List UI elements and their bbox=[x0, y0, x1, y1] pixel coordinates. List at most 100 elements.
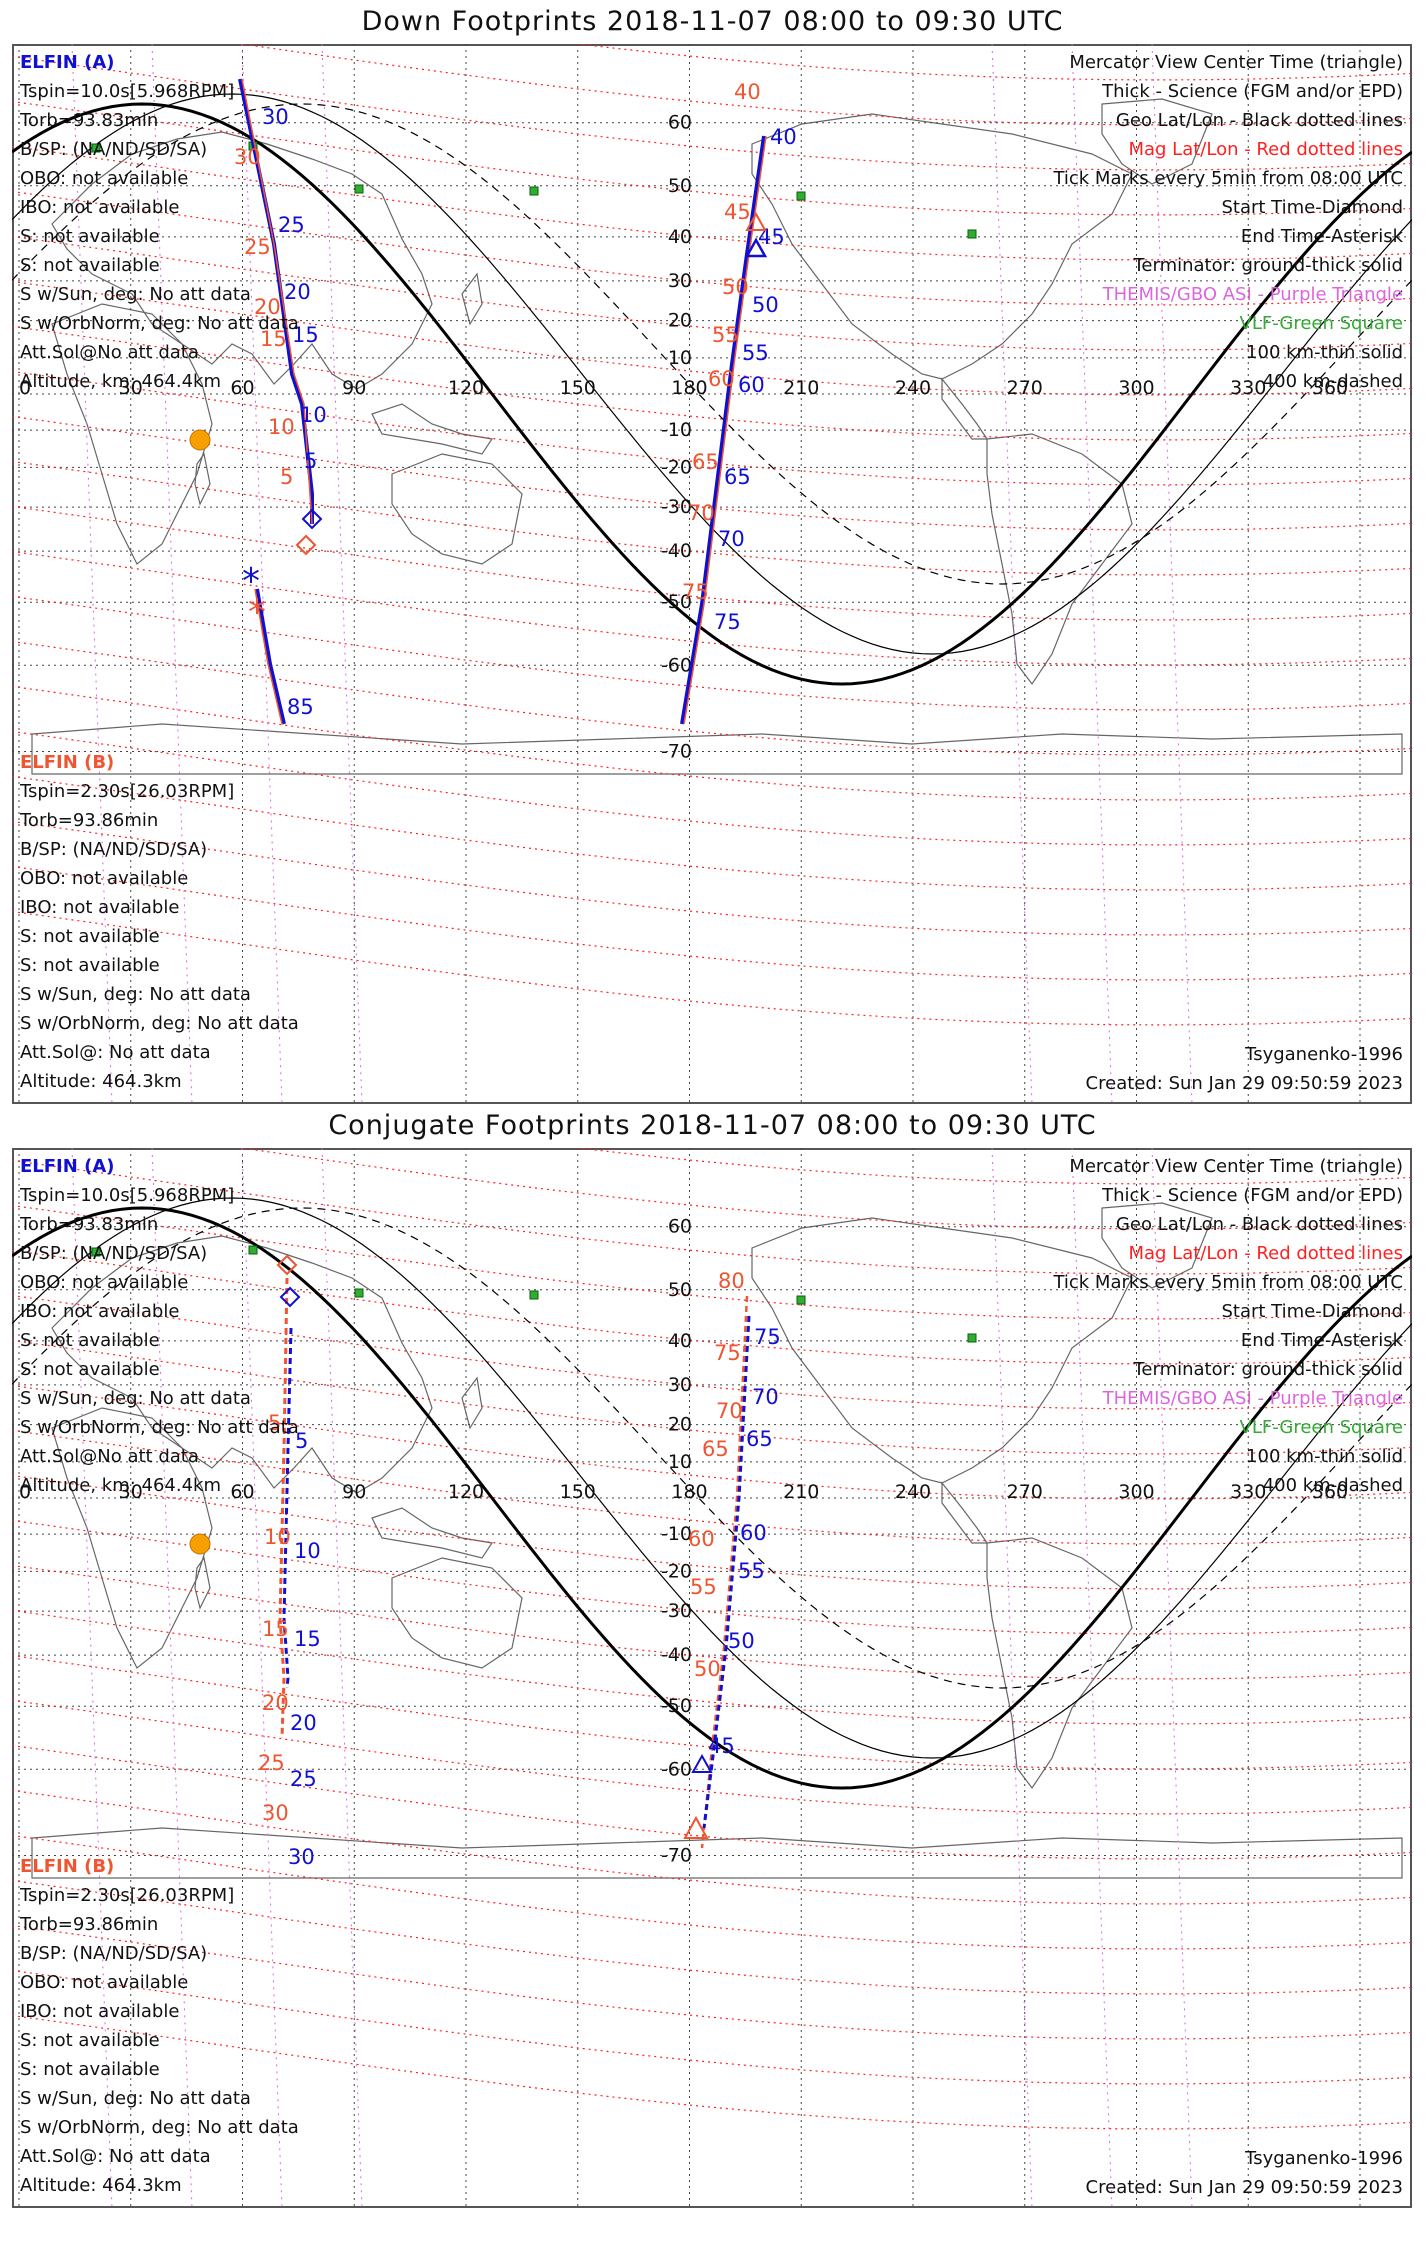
sun-marker bbox=[189, 1533, 211, 1555]
elfin-b-tick-label: 50 bbox=[694, 1657, 721, 1681]
elfin-a-tick-label: 5 bbox=[295, 1429, 308, 1453]
elfin-b-torb: Torb=93.86min bbox=[20, 810, 159, 831]
lat-tick-label: -20 bbox=[661, 456, 692, 478]
mag-parallel bbox=[12, 370, 1412, 486]
created-label-conj: Created: Sun Jan 29 09:50:59 2023 bbox=[1085, 2177, 1403, 2198]
mag-parallel bbox=[12, 1294, 1412, 1410]
elfin-a-s1: S: not available bbox=[20, 226, 160, 247]
mag-parallel bbox=[12, 2014, 1412, 2130]
lon-tick-label: 30 bbox=[119, 377, 143, 399]
elfin-b-tick-label: 25 bbox=[258, 1751, 285, 1775]
center-time-triangle-b bbox=[683, 1815, 709, 1839]
legend-l6: Start Time-Diamond bbox=[1221, 1301, 1403, 1322]
mag-parallel bbox=[12, 415, 1412, 531]
elfin-b-sun: S w/Sun, deg: No att data bbox=[20, 2088, 251, 2109]
elfin-a-tick-label: 85 bbox=[287, 695, 314, 719]
elfin-a-s2: S: not available bbox=[20, 1359, 160, 1380]
elfin-b-bsp: B/SP: (NA/ND/SD/SA) bbox=[20, 839, 208, 860]
elfin-b-name: ELFIN (B) bbox=[20, 1856, 115, 1877]
elfin-b-track-left bbox=[278, 1277, 289, 1739]
mag-parallel bbox=[12, 145, 1412, 261]
elfin-a-track-left-south bbox=[255, 588, 286, 725]
lat-tick-label: 60 bbox=[668, 112, 692, 134]
lat-tick-label: -20 bbox=[661, 1560, 692, 1582]
elfin-a-tick-label: 25 bbox=[278, 213, 305, 237]
elfin-b-track-right bbox=[700, 1295, 749, 1849]
elfin-b-tick-label: 65 bbox=[692, 450, 719, 474]
elfin-a-tick-label: 75 bbox=[714, 610, 741, 634]
elfin-a-tick-label: 55 bbox=[742, 341, 769, 365]
elfin-b-tick-label: 5 bbox=[268, 1411, 281, 1435]
legend-l2: Thick - Science (FGM and/or EPD) bbox=[1102, 81, 1403, 102]
vlf-station bbox=[91, 143, 101, 153]
lon-tick-label: 90 bbox=[342, 1481, 366, 1503]
elfin-a-ibo: IBO: not available bbox=[20, 1301, 180, 1322]
lat-tick-label: -30 bbox=[661, 496, 692, 518]
elfin-b-torb: Torb=93.86min bbox=[20, 1914, 159, 1935]
elfin-a-tick-label: 30 bbox=[262, 105, 289, 129]
mag-parallel bbox=[12, 1834, 1412, 1950]
elfin-b-tick-label: 15 bbox=[262, 1617, 289, 1641]
conjugate-map-frame bbox=[12, 1148, 1412, 2208]
lon-tick-label: 150 bbox=[560, 377, 596, 399]
elfin-b-tick-label: 10 bbox=[264, 1525, 291, 1549]
elfin-b-s2: S: not available bbox=[20, 2059, 160, 2080]
lon-tick-label: 330 bbox=[1230, 1481, 1266, 1503]
elfin-a-obo: OBO: not available bbox=[20, 168, 189, 189]
lat-tick-label: 40 bbox=[668, 1330, 692, 1352]
lat-tick-label: -50 bbox=[661, 591, 692, 613]
elfin-a-tick-label: 50 bbox=[752, 293, 779, 317]
mag-parallel bbox=[237, 1148, 1412, 1230]
mag-parallel bbox=[12, 910, 1412, 1026]
legend-l11: 100 km-thin solid bbox=[1246, 1446, 1403, 1467]
mag-parallel bbox=[12, 730, 1412, 846]
elfin-a-tick-label: 70 bbox=[752, 1385, 779, 1409]
mag-meridian bbox=[71, 1148, 113, 2208]
lat-tick-label: 70 bbox=[668, 44, 692, 48]
legend-l7: End Time-Asterisk bbox=[1240, 226, 1403, 247]
elfin-b-ibo: IBO: not available bbox=[20, 897, 180, 918]
coastline-4 bbox=[391, 453, 523, 565]
elfin-b-start-diamond bbox=[295, 534, 317, 556]
elfin-b-tick-label: 45 bbox=[724, 200, 751, 224]
elfin-a-tick-label: 5 bbox=[304, 449, 317, 473]
coastline-8 bbox=[941, 1481, 989, 1544]
terminator-100km bbox=[12, 1197, 1412, 1759]
elfin-a-alt: Altitude, km: 464.4km bbox=[20, 371, 222, 392]
mag-meridian bbox=[71, 44, 113, 1104]
elfin-b-orbnorm: S w/OrbNorm, deg: No att data bbox=[20, 1013, 299, 1034]
elfin-b-tick-label: 60 bbox=[708, 367, 735, 391]
down-footprints-map[interactable]: 70 60 50 40 30 20 10 -10 -20 -30 -40 -50 -60 -70 0 30 60… bbox=[12, 44, 1412, 1104]
vlf-station bbox=[91, 1247, 101, 1257]
elfin-b-tick-label: 55 bbox=[712, 323, 739, 347]
mag-meridian bbox=[151, 1148, 193, 2208]
lon-tick-label: 360 bbox=[1312, 377, 1348, 399]
elfin-b-tick-label: 15 bbox=[260, 327, 287, 351]
mag-parallel bbox=[12, 1969, 1412, 2085]
coastline-3 bbox=[371, 403, 494, 455]
elfin-b-s1: S: not available bbox=[20, 2030, 160, 2051]
coastline-6 bbox=[751, 1217, 1133, 1484]
elfin-a-sun: S w/Sun, deg: No att data bbox=[20, 284, 251, 305]
elfin-b-tick-label: 65 bbox=[702, 1437, 729, 1461]
lat-tick-label: 20 bbox=[668, 310, 692, 332]
mag-meridian bbox=[1151, 1148, 1193, 2208]
conjugate-footprints-map[interactable]: 70 60 50 40 30 20 10 -10 -20 -30 -40 -50 -60 -70 0 30 60… bbox=[12, 1148, 1412, 2208]
legend-l1: Mercator View Center Time (triangle) bbox=[1069, 52, 1403, 73]
legend-l10: VLF-Green Square bbox=[1239, 1417, 1403, 1438]
mag-parallel bbox=[12, 820, 1412, 936]
elfin-a-tick-label: 75 bbox=[754, 1325, 781, 1349]
elfin-a-tick-label: 60 bbox=[738, 373, 765, 397]
elfin-b-tick-label: 50 bbox=[722, 275, 749, 299]
coastline-3 bbox=[371, 1507, 494, 1559]
elfin-a-bsp: B/SP: (NA/ND/SD/SA) bbox=[20, 139, 208, 160]
elfin-b-start-diamond bbox=[276, 1254, 298, 1276]
vlf-station bbox=[796, 1295, 806, 1305]
elfin-b-tick-label: 70 bbox=[688, 501, 715, 525]
vlf-station bbox=[967, 1333, 977, 1343]
elfin-a-tick-label: 10 bbox=[300, 403, 327, 427]
lat-tick-label: -10 bbox=[661, 419, 692, 441]
mag-parallel bbox=[12, 1564, 1412, 1680]
legend-l6: Start Time-Diamond bbox=[1221, 197, 1403, 218]
lon-tick-label: 300 bbox=[1118, 1481, 1154, 1503]
